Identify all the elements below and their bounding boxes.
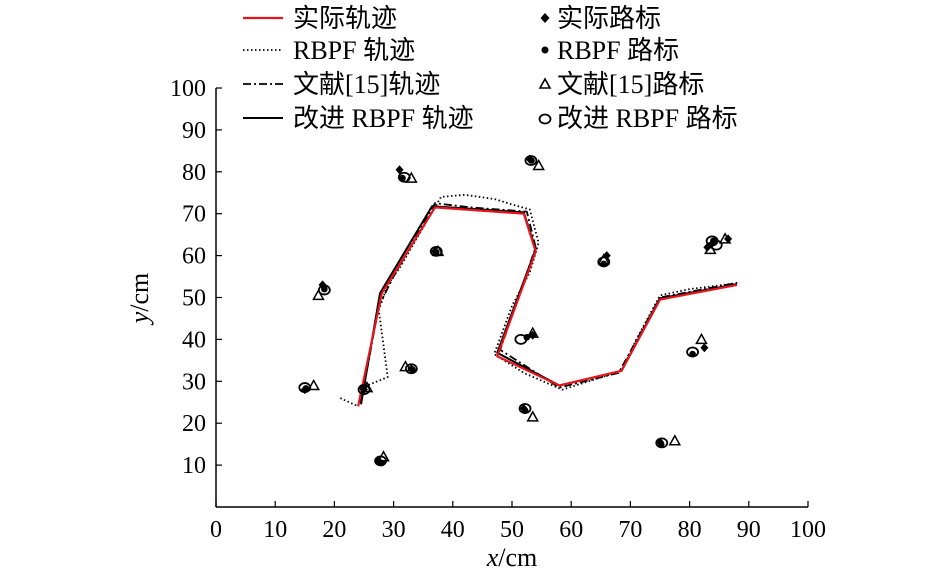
legend-marker-actual-landmark: [540, 13, 550, 23]
x-tick-label: 100: [790, 517, 826, 543]
landmark-triangle: [532, 158, 545, 171]
x-ticks: 0 10 20 30 40 50 60 70 80 90 100: [210, 501, 826, 543]
landmark-circle: [709, 239, 723, 251]
landmark-triangle: [526, 326, 539, 338]
x-tick-label: 70: [618, 517, 642, 543]
legend-label-rbpf-landmark: RBPF 路标: [557, 36, 679, 65]
landmark-triangle: [312, 288, 325, 301]
series-line-1: [339, 193, 741, 408]
landmark-triangle: [307, 378, 320, 391]
landmark-dot: [657, 440, 665, 448]
legend-item-ref15-landmark: 文献[15]路标: [538, 70, 704, 99]
y-tick-label: 90: [182, 118, 206, 144]
legend-item-actual-landmark: 实际路标: [540, 4, 661, 33]
landmark-circle: [298, 382, 312, 393]
series-line-0: [357, 206, 738, 407]
legend-label-actual-landmark: 实际路标: [557, 4, 661, 33]
legend-marker-rbpf-landmark: [541, 46, 549, 54]
legend-item-rbpf-trajectory: RBPF 轨迹: [243, 36, 415, 65]
legend-label-ref15-landmark: 文献[15]路标: [557, 70, 704, 99]
x-tick-label: 30: [382, 517, 406, 543]
x-axis-label: x/cm: [486, 543, 538, 572]
legend-label-actual-trajectory: 实际轨迹: [293, 4, 397, 33]
series-line-2: [360, 202, 738, 403]
y-tick-label: 60: [182, 244, 206, 270]
y-tick-label: 10: [182, 453, 206, 479]
legend-label-ref15-trajectory: 文献[15]轨迹: [293, 70, 440, 99]
landmark-circle: [655, 437, 669, 449]
landmark-diamond: [700, 343, 709, 353]
y-tick-label: 30: [182, 369, 206, 395]
landmark-circle: [404, 363, 418, 375]
legend-item-improved-rbpf-trajectory: 改进 RBPF 轨迹: [243, 104, 474, 133]
x-tick-label: 60: [559, 517, 583, 543]
landmark-circle: [524, 155, 538, 166]
landmark-triangle: [668, 434, 682, 446]
legend-label-improved-rbpf-landmark: 改进 RBPF 路标: [557, 104, 738, 133]
landmark-triangle: [718, 232, 732, 244]
y-axis-label: y/cm: [125, 273, 154, 327]
y-tick-label: 70: [182, 202, 206, 228]
landmark-circle: [518, 403, 532, 414]
legend-item-improved-rbpf-landmark: 改进 RBPF 路标: [538, 104, 738, 133]
landmark-dot: [321, 285, 328, 293]
landmark-layer: [298, 154, 733, 467]
series-layer: [339, 193, 741, 408]
x-tick-label: 80: [678, 517, 702, 543]
legend-label-rbpf-trajectory: RBPF 轨迹: [293, 36, 415, 65]
x-tick-label: 40: [441, 517, 465, 543]
legend-marker-improved-rbpf-landmark: [538, 113, 552, 125]
y-tick-label: 50: [182, 286, 206, 312]
x-tick-label: 0: [210, 517, 222, 543]
legend-marker-ref15-landmark: [538, 77, 552, 89]
landmark-circle: [317, 284, 331, 296]
legend-item-ref15-trajectory: 文献[15]轨迹: [243, 70, 440, 99]
legend-item-actual-trajectory: 实际轨迹: [243, 4, 397, 33]
x-tick-label: 50: [500, 517, 524, 543]
y-tick-label: 20: [182, 411, 206, 437]
landmark-dot: [528, 157, 535, 164]
landmark-triangle: [526, 410, 539, 422]
plot-area: [215, 88, 808, 508]
landmark-circle: [397, 171, 411, 183]
y-ticks: 10 20 30 40 50 60 70 80 90 100: [170, 76, 222, 479]
landmark-circle: [686, 346, 699, 358]
x-tick-label: 90: [737, 517, 761, 543]
legend: 实际轨迹 RBPF 轨迹 文献[15]轨迹 改进 RBPF 轨迹 实际路标 RB…: [243, 4, 738, 133]
x-tick-label: 20: [322, 517, 346, 543]
legend-label-improved-rbpf-trajectory: 改进 RBPF 轨迹: [293, 104, 474, 133]
landmark-circle: [374, 455, 387, 467]
landmark-circle: [357, 384, 371, 396]
landmark-diamond: [395, 165, 404, 175]
y-tick-label: 40: [182, 327, 206, 353]
legend-item-rbpf-landmark: RBPF 路标: [541, 36, 679, 65]
y-tick-label: 80: [182, 160, 206, 186]
landmark-circle: [597, 256, 611, 268]
x-tick-label: 10: [263, 517, 287, 543]
landmark-triangle: [695, 332, 708, 345]
y-tick-label: 100: [170, 76, 206, 102]
landmark-circle: [514, 333, 528, 345]
landmark-triangle: [597, 253, 611, 265]
landmark-circle: [429, 246, 443, 257]
